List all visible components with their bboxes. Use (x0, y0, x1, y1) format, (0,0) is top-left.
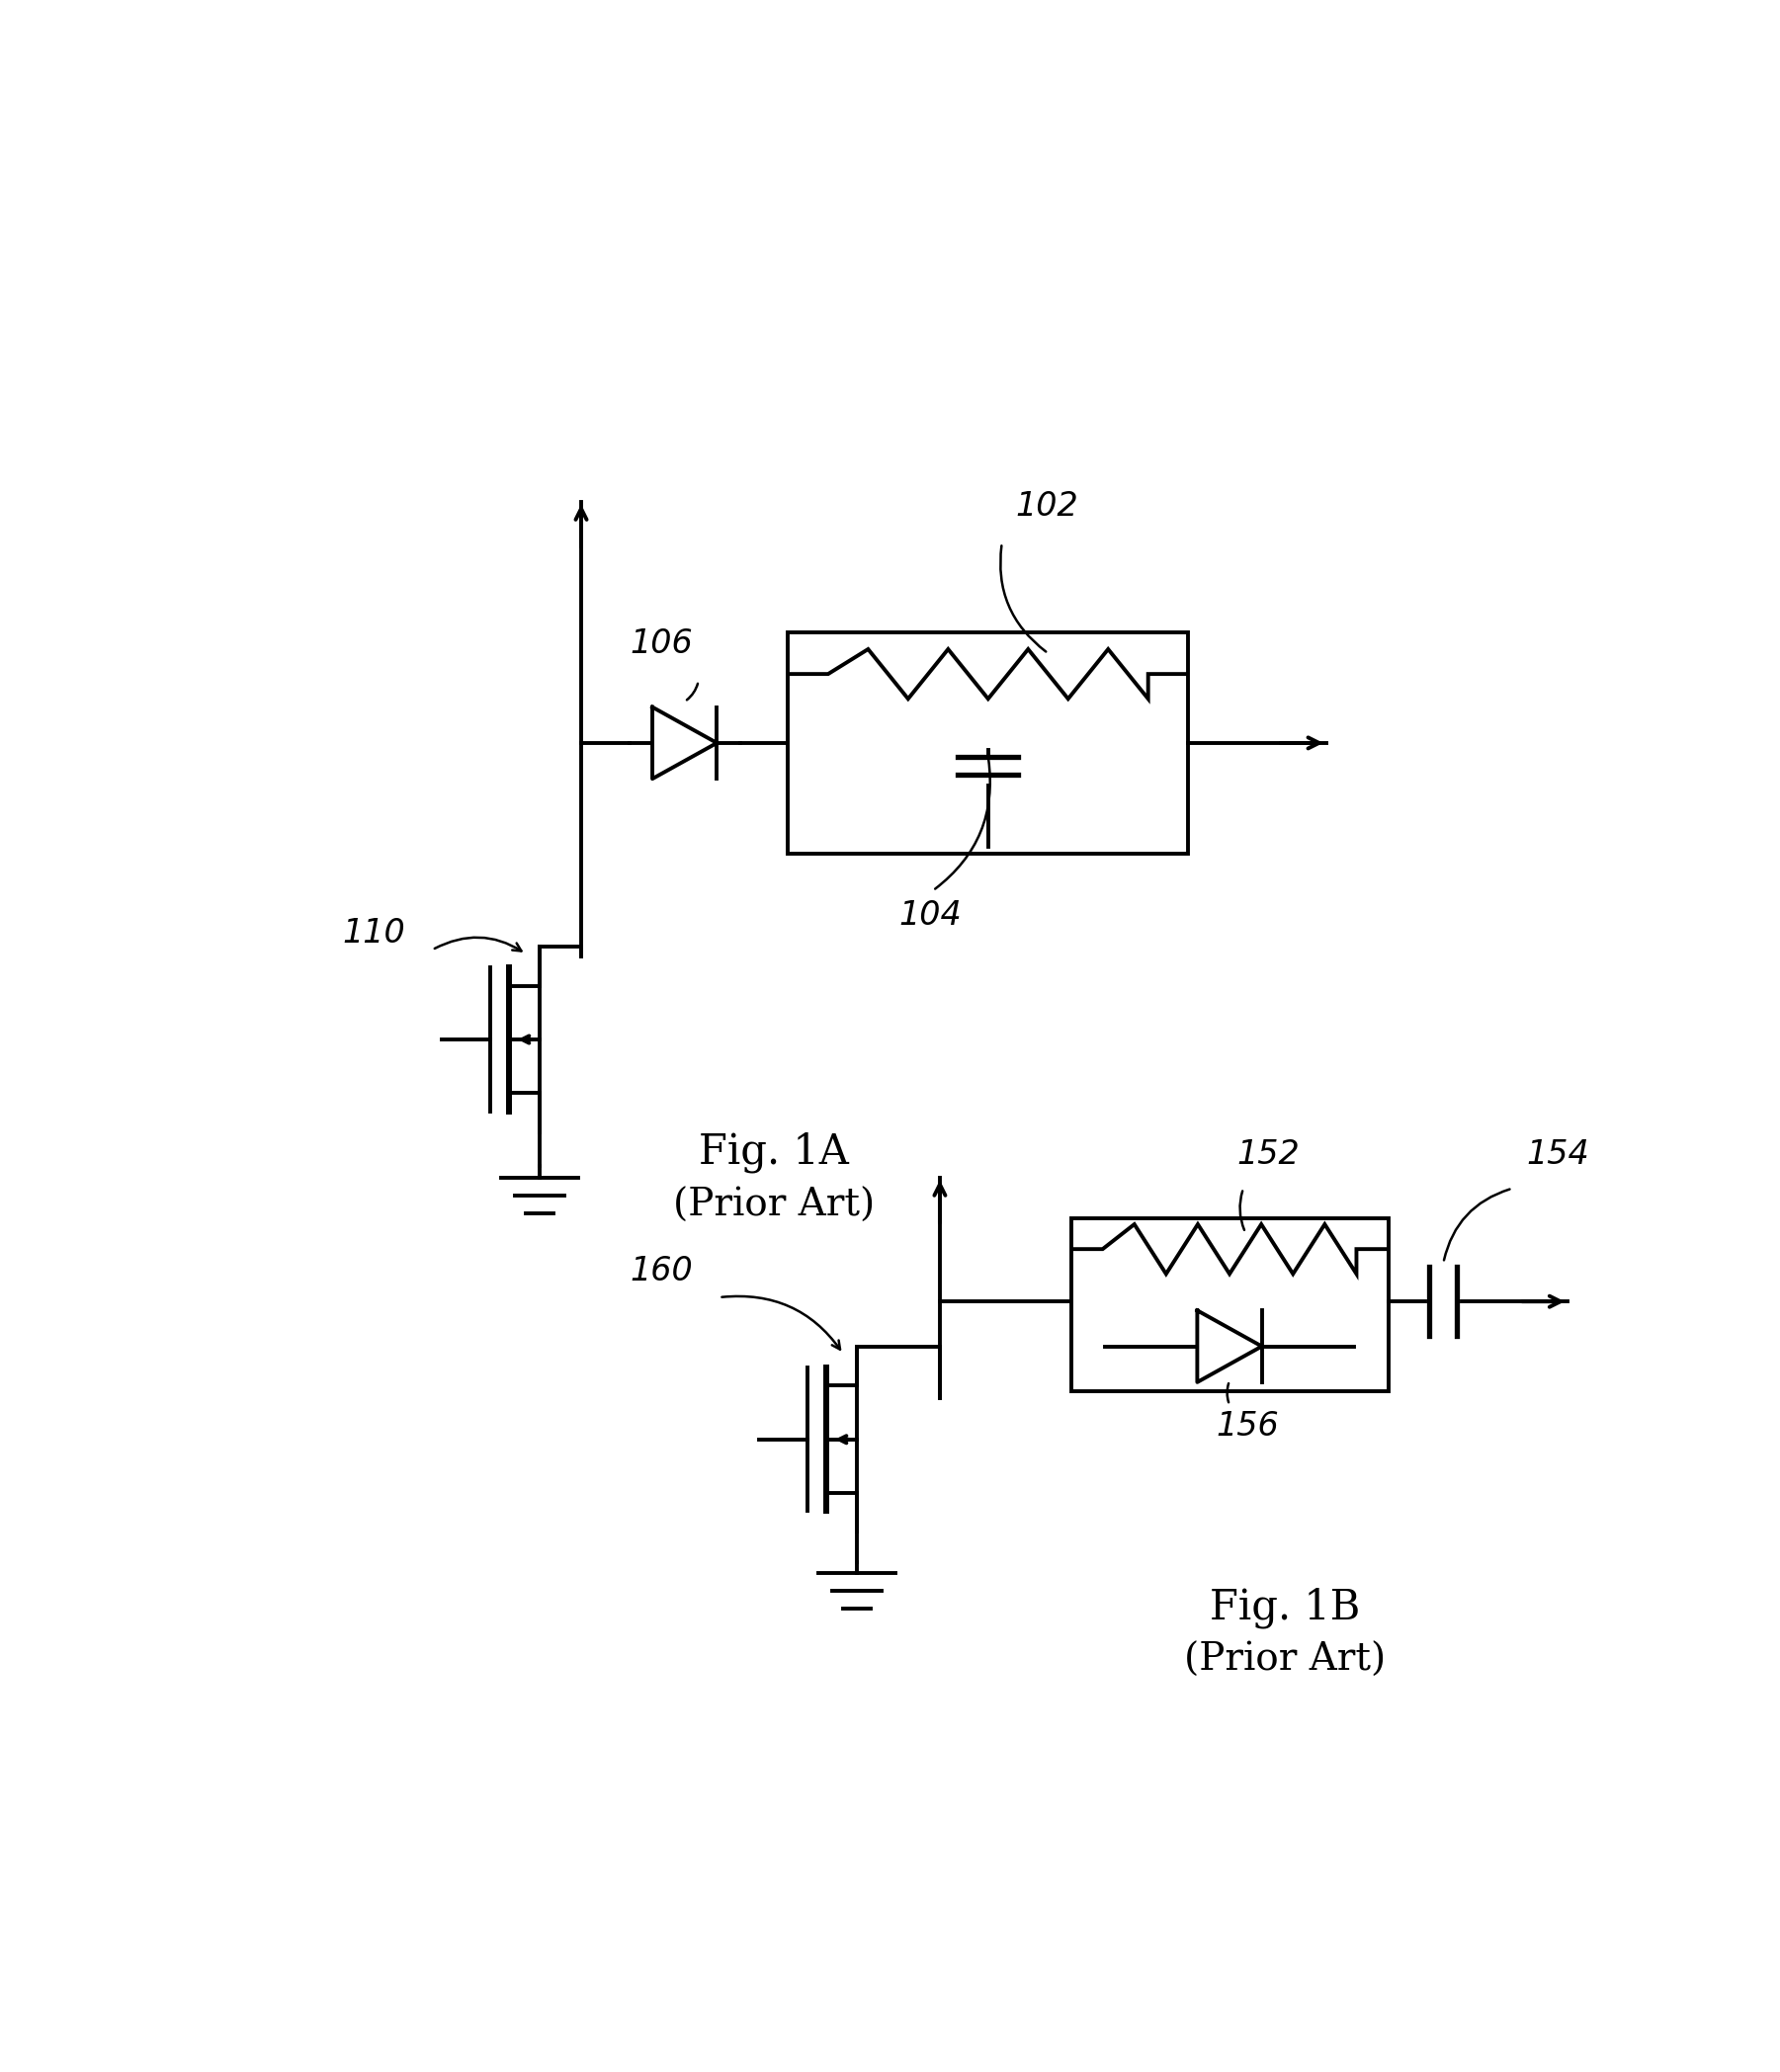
Text: 104: 104 (899, 899, 961, 932)
Text: Fig. 1A: Fig. 1A (700, 1131, 849, 1173)
Bar (789, 632, 1189, 854)
Text: 160: 160 (630, 1256, 692, 1287)
Bar (1072, 1218, 1388, 1390)
Text: (Prior Art): (Prior Art) (673, 1187, 876, 1225)
Text: (Prior Art): (Prior Art) (1184, 1643, 1385, 1678)
Text: 156: 156 (1216, 1409, 1278, 1442)
Text: 110: 110 (342, 918, 406, 949)
Text: 154: 154 (1525, 1138, 1590, 1171)
Text: 102: 102 (1016, 489, 1079, 522)
Text: Fig. 1B: Fig. 1B (1209, 1587, 1360, 1629)
Text: 106: 106 (630, 628, 692, 661)
Text: 152: 152 (1237, 1138, 1299, 1171)
